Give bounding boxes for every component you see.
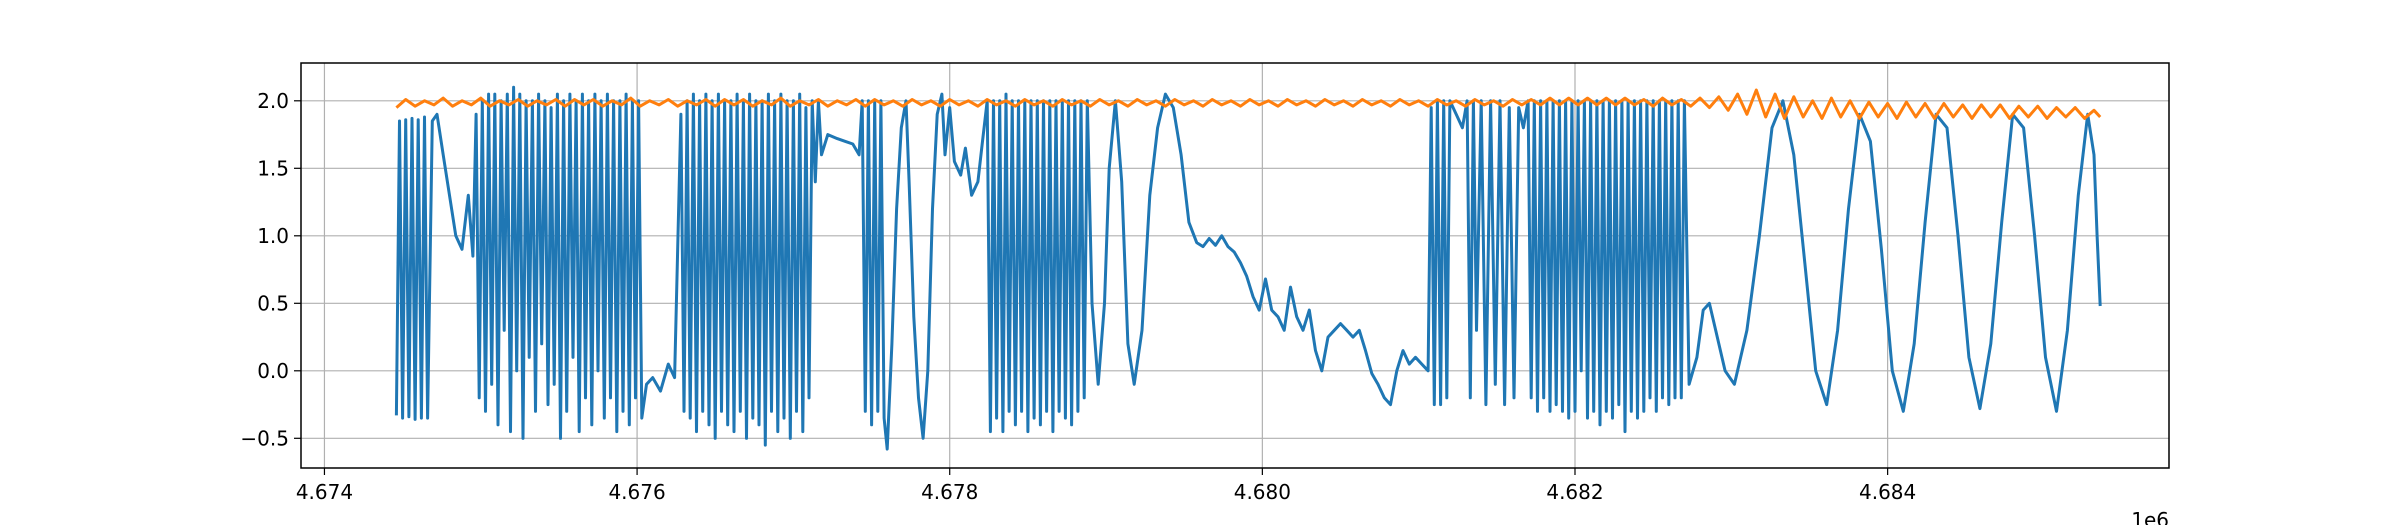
x-tick-label: 4.680 (1234, 480, 1291, 504)
y-tick-label: 2.0 (257, 89, 289, 113)
x-tick-label: 4.674 (296, 480, 353, 504)
series-line-1 (394, 85, 2102, 451)
x-tick-label: 4.682 (1546, 480, 1603, 504)
x-axis-offset-label: 1e6 (2131, 508, 2169, 525)
x-tick-label: 4.678 (921, 480, 978, 504)
y-tick-label: −0.5 (240, 426, 289, 450)
x-tick-label: 4.684 (1859, 480, 1916, 504)
y-tick-label: 1.5 (257, 156, 289, 180)
plot-frame (300, 62, 2170, 469)
y-axis: −0.5 0.0 0.5 1.0 1.5 2.0 (240, 89, 301, 450)
series-layer (394, 85, 2102, 451)
series-line-2 (395, 88, 2102, 120)
x-axis: 4.674 4.676 4.678 4.680 4.682 4.684 (296, 468, 1916, 504)
y-tick-label: 0.5 (257, 291, 289, 315)
y-tick-label: 0.0 (257, 359, 289, 383)
x-tick-label: 4.676 (608, 480, 665, 504)
y-tick-label: 1.0 (257, 224, 289, 248)
